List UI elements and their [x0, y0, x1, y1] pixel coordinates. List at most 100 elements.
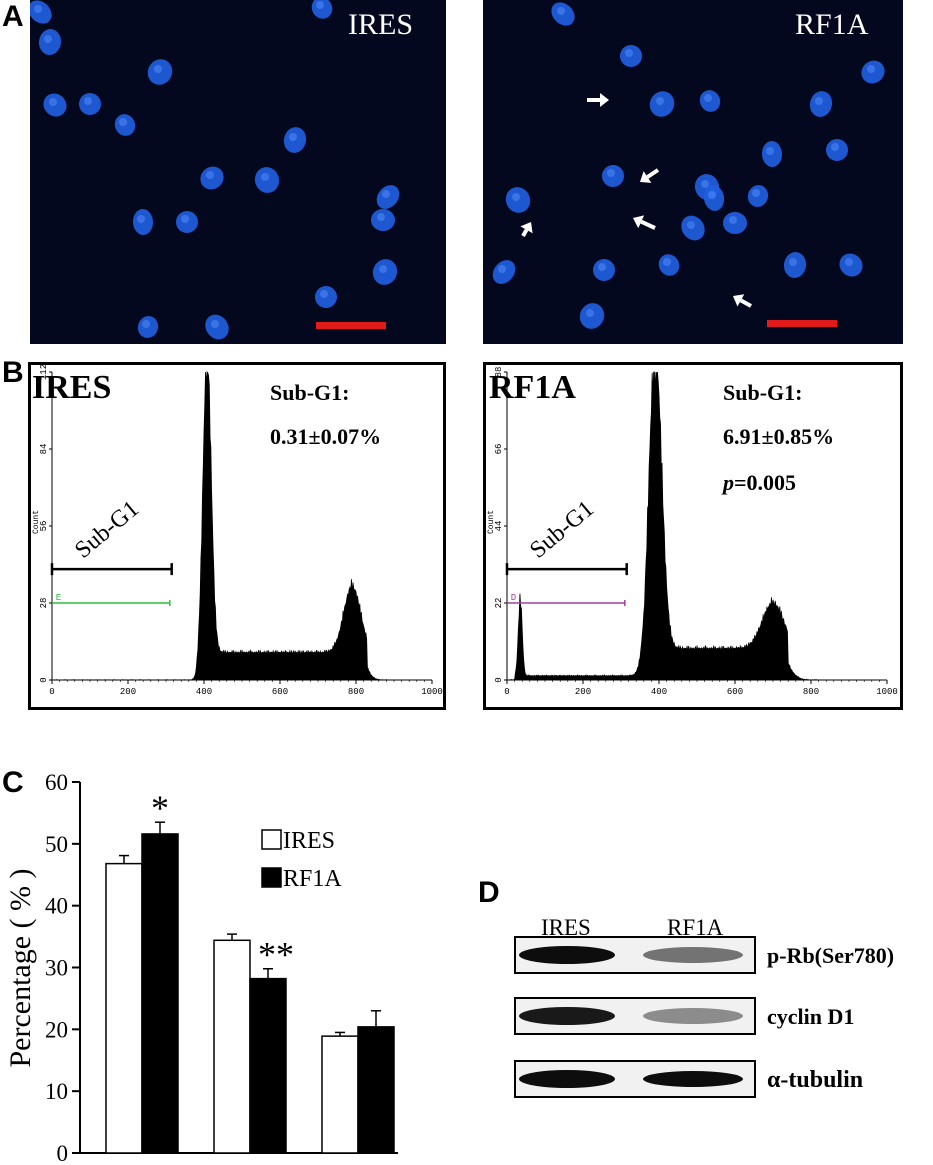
- x-tick-label: 0: [49, 687, 54, 697]
- band-ires: [519, 1070, 615, 1088]
- band-rf1a: [643, 1008, 743, 1024]
- y-axis-label: Count: [487, 510, 496, 534]
- blot-row-label: α-tubulin: [767, 1067, 863, 1093]
- nucleus-highlight: [154, 65, 162, 73]
- scale-bar: [767, 320, 837, 327]
- panel-letter-d: D: [478, 876, 500, 909]
- nucleus-highlight: [701, 180, 709, 188]
- arrow-head: [600, 93, 609, 107]
- cell-nucleus: [254, 167, 280, 193]
- nucleus-highlight: [512, 193, 520, 201]
- y-tick-label: 10: [45, 1079, 68, 1104]
- cell-nucleus: [602, 165, 624, 187]
- significance-marker: *: [151, 788, 169, 828]
- subg1-value: 6.91±0.85%: [723, 424, 834, 449]
- nucleus-highlight: [289, 133, 297, 141]
- nuclei-group: [492, 2, 885, 329]
- cell-nucleus: [723, 211, 747, 235]
- cell-nucleus: [114, 114, 136, 136]
- band-rf1a: [643, 947, 743, 963]
- nucleus-highlight: [586, 309, 594, 317]
- cell-nucleus: [315, 286, 337, 308]
- nucleus-highlight: [498, 265, 506, 273]
- nucleus-highlight: [49, 98, 57, 106]
- nucleus-highlight: [382, 190, 390, 198]
- arrow-shaft: [521, 228, 529, 237]
- cell-nucleus: [505, 187, 531, 213]
- p-symbol: p: [721, 470, 734, 495]
- western-blot: IRES RF1A p-Rb(Ser780) cyclin D1 α-tubulin: [514, 915, 894, 1098]
- nucleus-highlight: [119, 118, 127, 126]
- cell-nucleus: [38, 29, 62, 55]
- nucleus-highlight: [607, 169, 615, 177]
- gate-marker-label: E: [56, 593, 61, 603]
- micrograph-rf1a: RF1A: [483, 0, 903, 344]
- bar-ires-g1: [105, 862, 143, 1154]
- cell-nucleus: [809, 91, 833, 117]
- x-tick-label: 0: [504, 687, 509, 697]
- legend-label: RF1A: [283, 866, 342, 892]
- p-value: p=0.005: [721, 470, 796, 495]
- panel-letter-c: C: [2, 766, 24, 799]
- cell-nucleus: [681, 215, 705, 241]
- cell-nucleus: [826, 139, 848, 161]
- nucleus-highlight: [206, 171, 214, 179]
- subg1-value: 0.31±0.07%: [270, 424, 381, 449]
- nucleus-highlight: [729, 216, 737, 224]
- nucleus-highlight: [379, 265, 387, 273]
- cell-nucleus: [30, 0, 52, 24]
- nucleus-highlight: [815, 97, 823, 105]
- histogram-area: [506, 371, 820, 681]
- x-tick-label: 1000: [421, 687, 443, 697]
- cell-nucleus: [79, 93, 101, 115]
- nucleus-highlight: [316, 1, 324, 9]
- y-tick-label: 84: [39, 444, 49, 455]
- nucleus-highlight: [181, 215, 189, 223]
- subg1-title: Sub-G1:: [270, 380, 349, 405]
- nucleus-highlight: [687, 221, 695, 229]
- apoptosis-arrows: [520, 93, 752, 308]
- cell-nucleus: [551, 2, 575, 26]
- histogram-label-rf1a: RF1A: [489, 369, 576, 406]
- nucleus-highlight: [34, 5, 42, 13]
- nucleus-highlight: [44, 35, 52, 43]
- arrow-shaft: [739, 298, 752, 308]
- band-rf1a: [643, 1071, 743, 1087]
- significance-marker: **: [258, 935, 294, 975]
- nucleus-highlight: [320, 290, 328, 298]
- lane-label-rf1a: RF1A: [667, 915, 724, 940]
- histogram-frame: [28, 362, 446, 710]
- p-number: =0.005: [734, 470, 796, 495]
- subg1-title: Sub-G1:: [723, 380, 802, 405]
- cell-nucleus: [371, 208, 395, 232]
- micrograph-label-rf1a: RF1A: [795, 8, 869, 41]
- y-tick-label: 30: [45, 956, 68, 981]
- arrow-shaft: [640, 219, 656, 230]
- cell-nucleus: [137, 316, 159, 338]
- nucleus-highlight: [708, 191, 716, 199]
- arrow-shaft: [646, 168, 660, 179]
- y-tick-label: 112: [39, 364, 49, 380]
- cell-nucleus: [783, 252, 807, 278]
- y-tick-label: 40: [45, 894, 68, 919]
- legend-label: IRES: [283, 828, 335, 854]
- cell-nucleus: [593, 259, 615, 281]
- legend-swatch: [261, 867, 282, 888]
- nucleus-highlight: [789, 258, 797, 266]
- y-tick-label: 50: [45, 832, 68, 857]
- blot-row-label: cyclin D1: [767, 1004, 854, 1029]
- cell-nucleus: [620, 45, 642, 67]
- band-ires: [519, 946, 615, 964]
- gate-marker-label: D: [511, 593, 516, 603]
- cell-nucleus: [747, 185, 769, 207]
- cell-nucleus: [200, 166, 224, 190]
- micrograph-background: [483, 0, 903, 344]
- cell-nucleus: [376, 185, 400, 209]
- micrograph-label-ires: IRES: [348, 8, 413, 41]
- cell-nucleus: [205, 314, 229, 340]
- x-tick-label: 400: [196, 687, 212, 697]
- x-tick-label: 600: [272, 687, 288, 697]
- nucleus-highlight: [211, 320, 219, 328]
